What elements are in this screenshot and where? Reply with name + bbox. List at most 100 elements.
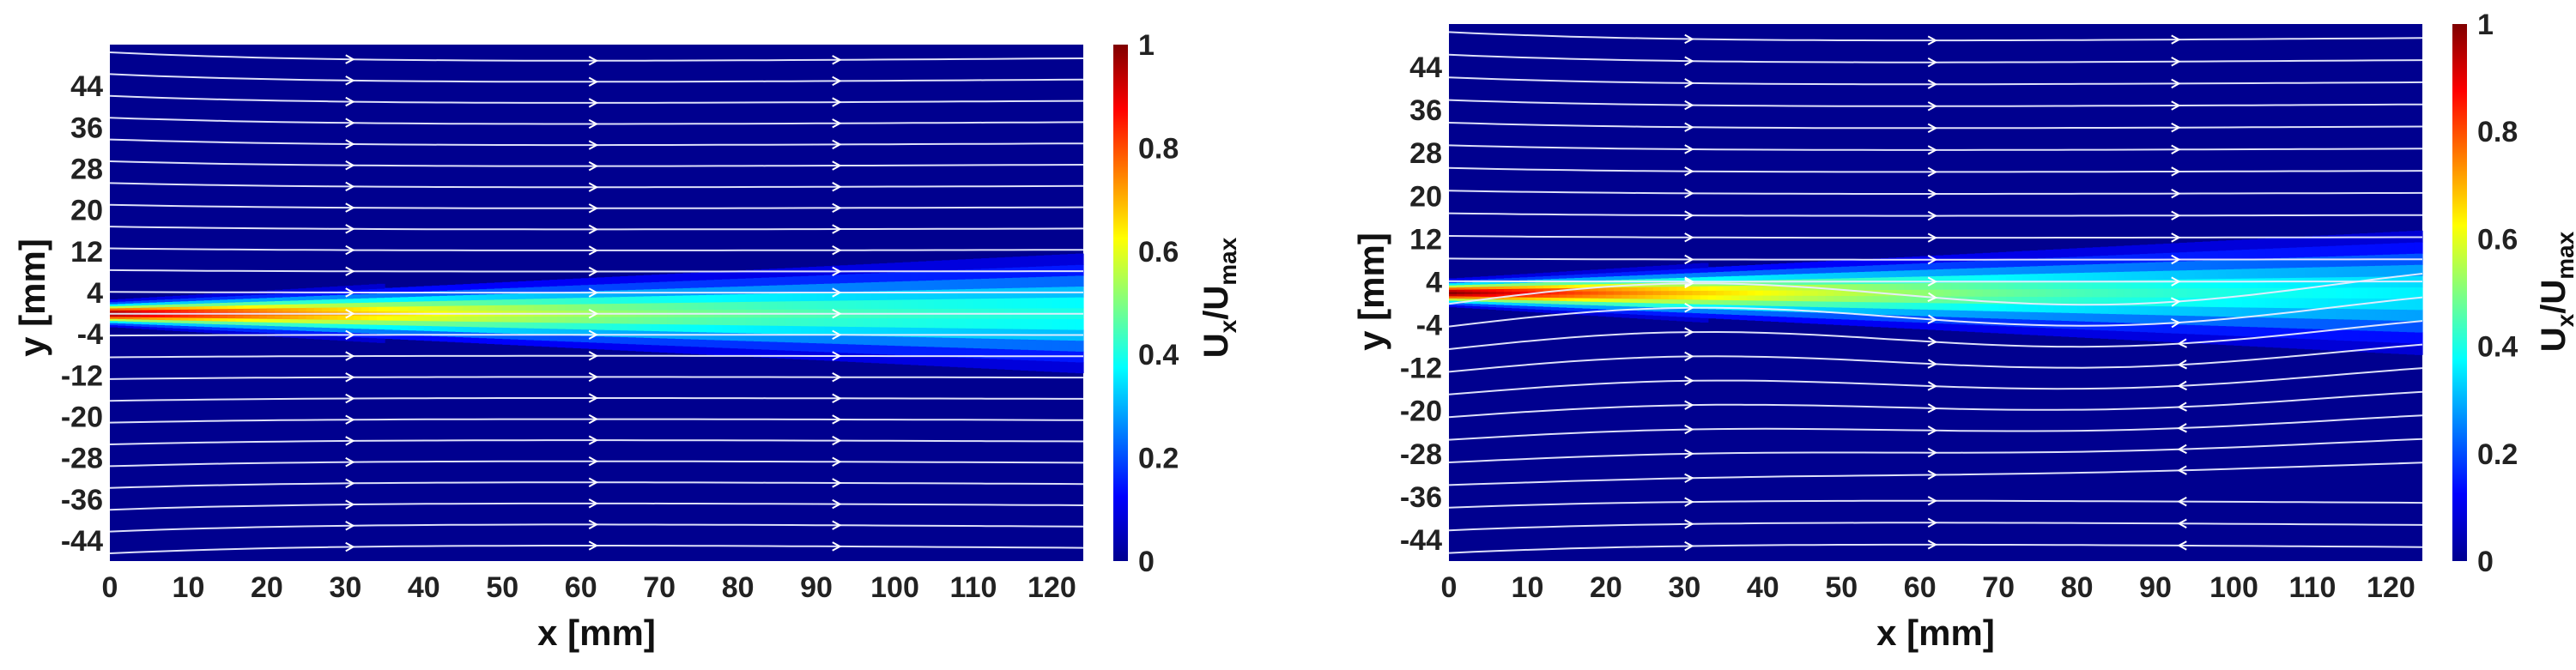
field-cell — [235, 301, 245, 306]
field-cell — [652, 275, 660, 282]
streamline-arrow — [1684, 188, 1694, 199]
field-cell — [141, 326, 150, 329]
field-cell — [275, 293, 283, 298]
field-cell — [141, 297, 150, 301]
field-cell — [1567, 297, 1575, 302]
field-cell — [510, 339, 519, 346]
field-cell — [1864, 277, 1874, 284]
field-cell — [1825, 272, 1834, 279]
field-cell — [989, 317, 998, 329]
field-cell — [706, 271, 715, 281]
field-cell — [808, 275, 817, 285]
field-cell — [1067, 361, 1076, 373]
field-cell — [2069, 280, 2078, 289]
field-cell — [180, 295, 190, 299]
field-cell — [745, 277, 755, 287]
field-cell — [2084, 288, 2094, 298]
field-cell — [2241, 297, 2251, 308]
field-cell — [470, 326, 480, 333]
field-cell — [251, 298, 260, 302]
field-cell — [525, 293, 535, 299]
x-tick-label: 100 — [2209, 571, 2258, 604]
field-cell — [1020, 329, 1029, 340]
field-cell — [2210, 335, 2219, 345]
field-cell — [1676, 316, 1685, 322]
field-cell — [2037, 257, 2046, 267]
field-cell — [533, 280, 542, 287]
field-cell — [118, 316, 126, 319]
field-cell — [2288, 237, 2298, 248]
field-cell — [173, 328, 181, 331]
field-cell — [1059, 254, 1069, 266]
field-cell — [1817, 300, 1827, 308]
field-cell — [997, 359, 1006, 370]
field-cell — [659, 345, 668, 353]
field-cell — [173, 309, 181, 313]
field-cell — [1825, 266, 1834, 274]
field-cell — [777, 341, 786, 351]
field-cell — [604, 335, 613, 344]
field-cell — [2218, 259, 2227, 270]
field-cell — [1457, 289, 1465, 293]
field-cell — [2179, 261, 2188, 271]
field-cell — [345, 319, 355, 324]
field-cell — [361, 337, 370, 342]
field-cell — [431, 305, 440, 311]
y-tick-label: -36 — [61, 484, 103, 516]
field-cell — [549, 298, 558, 305]
field-cell — [847, 335, 857, 345]
field-cell — [392, 297, 401, 303]
field-cell — [1669, 273, 1677, 279]
field-cell — [361, 315, 370, 321]
field-cell — [1896, 282, 1906, 290]
field-cell — [1692, 268, 1701, 274]
field-cell — [188, 323, 197, 327]
axes-left: 0 10 20 30 40 50 60 70 80 90 100 110 120-44-36-28-20… — [61, 70, 1076, 604]
field-cell — [565, 341, 574, 348]
field-cell — [2273, 307, 2282, 318]
field-cell — [1841, 307, 1851, 314]
field-cell — [1872, 320, 1882, 328]
field-cell — [408, 291, 417, 298]
field-cell — [1912, 309, 1921, 317]
field-cell — [816, 342, 825, 353]
field-cell — [141, 299, 150, 304]
field-cell — [667, 338, 676, 347]
field-cell — [2406, 287, 2415, 299]
field-cell — [2281, 237, 2290, 249]
field-cell — [470, 299, 480, 306]
field-cell — [597, 342, 605, 350]
field-cell — [2234, 287, 2243, 299]
field-cell — [1794, 300, 1803, 307]
x-tick-label: 60 — [565, 571, 597, 604]
field-cell — [1779, 305, 1787, 312]
field-cell — [675, 281, 684, 289]
field-cell — [2273, 277, 2282, 288]
field-cell — [2249, 238, 2258, 250]
field-cell — [910, 262, 919, 272]
field-cell — [1684, 272, 1694, 278]
field-cell — [557, 316, 567, 323]
field-cell — [1834, 306, 1842, 314]
field-cell — [2226, 240, 2235, 250]
field-cell — [1004, 359, 1014, 371]
field-cell — [2069, 305, 2078, 313]
field-cell — [2046, 288, 2054, 298]
field-cell — [2202, 287, 2211, 299]
field-cell — [196, 317, 205, 322]
field-cell — [1652, 302, 1662, 308]
field-cell — [337, 323, 346, 329]
field-cell — [1590, 273, 1599, 278]
field-cell — [1004, 317, 1014, 329]
field-cell — [455, 305, 464, 311]
field-cell — [306, 292, 315, 297]
field-cell — [816, 292, 825, 301]
field-cell — [1692, 312, 1701, 318]
field-cell — [1864, 265, 1874, 272]
field-cell — [2343, 340, 2353, 352]
streamline-arrow — [1684, 540, 1694, 552]
field-cell — [1982, 267, 1991, 275]
field-cell — [2288, 317, 2298, 329]
field-cell — [1472, 288, 1482, 293]
field-cell — [337, 302, 346, 308]
